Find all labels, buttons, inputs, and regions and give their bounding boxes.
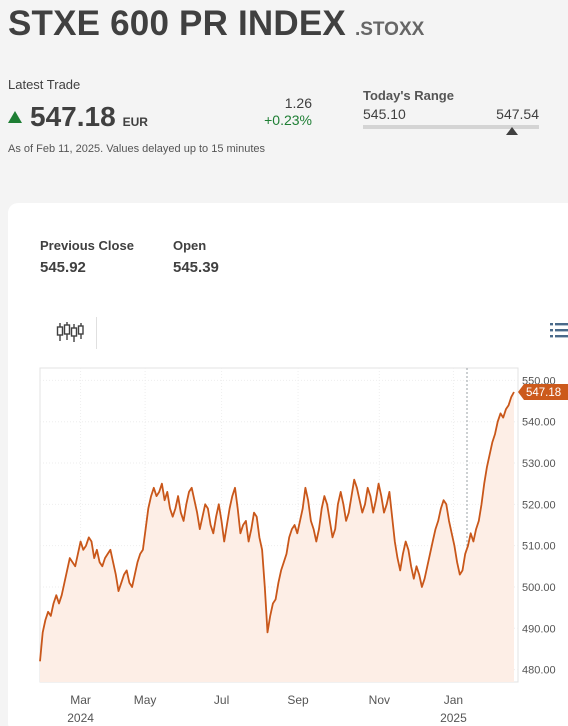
last-value-text: 547.18: [526, 387, 561, 399]
x-tick-label: Sep: [287, 693, 309, 707]
x-tick-label: Jul: [214, 693, 229, 707]
todays-range-label: Today's Range: [363, 88, 454, 103]
chart-x-axis: Mar 2024 May Jul Sep Nov Jan 2025: [67, 693, 467, 725]
open-value: 545.39: [173, 259, 219, 276]
index-ticker: .STOXX: [354, 19, 425, 40]
index-title: STXE 600 PR INDEX: [8, 4, 346, 43]
y-tick-label: 490.00: [522, 623, 556, 635]
menu-list-icon: [550, 323, 568, 338]
up-arrow-icon: [8, 111, 22, 123]
range-low-value: 545.10: [363, 106, 406, 122]
latest-trade-label: Latest Trade: [8, 77, 81, 92]
y-tick-label: 520.00: [522, 499, 556, 511]
quote-header: STXE 600 PR INDEX .STOXX Latest Trade 54…: [0, 0, 568, 200]
chart-menu-button[interactable]: [550, 321, 568, 343]
range-bar: [363, 125, 539, 129]
range-high-value: 547.54: [496, 106, 539, 122]
y-tick-label: 500.00: [522, 582, 556, 594]
chart-price-line: [39, 391, 515, 662]
latest-price: 547.18: [30, 101, 116, 132]
price-change-percent: +0.23%: [264, 112, 312, 128]
x-tick-label: Jan: [444, 693, 463, 707]
price-currency: EUR: [122, 115, 148, 129]
delay-notice: As of Feb 11, 2025. Values delayed up to…: [8, 143, 266, 155]
title-row: STXE 600 PR INDEX .STOXX: [8, 4, 424, 44]
x-tick-label: May: [134, 693, 157, 707]
y-tick-label: 530.00: [522, 458, 556, 470]
price-row: 547.18 EUR: [8, 101, 148, 133]
previous-close-value: 545.92: [40, 259, 86, 276]
candlestick-icon: [56, 322, 84, 342]
chart-y-axis: 480.00 490.00 500.00 510.00 520.00 530.00 540.…: [522, 375, 556, 676]
chart-area-fill: [40, 392, 514, 682]
x-tick-sublabel: 2025: [440, 711, 467, 725]
y-tick-label: 510.00: [522, 541, 556, 553]
x-tick-label: Mar: [70, 693, 91, 707]
open-label: Open: [173, 238, 207, 253]
x-tick-label: Nov: [369, 693, 390, 707]
price-chart: 480.00 490.00 500.00 510.00 520.00 530.00 540.…: [39, 367, 568, 725]
x-tick-sublabel: 2024: [67, 711, 94, 725]
range-marker-icon: [506, 127, 518, 135]
price-change-absolute: 1.26: [284, 95, 312, 111]
chart-type-button[interactable]: [40, 317, 97, 349]
last-value-label: 547.18: [518, 384, 568, 401]
y-tick-label: 480.00: [522, 665, 556, 677]
y-tick-label: 540.00: [522, 417, 556, 429]
last-value-badge: [518, 384, 568, 401]
previous-close-label: Previous Close: [40, 238, 134, 253]
